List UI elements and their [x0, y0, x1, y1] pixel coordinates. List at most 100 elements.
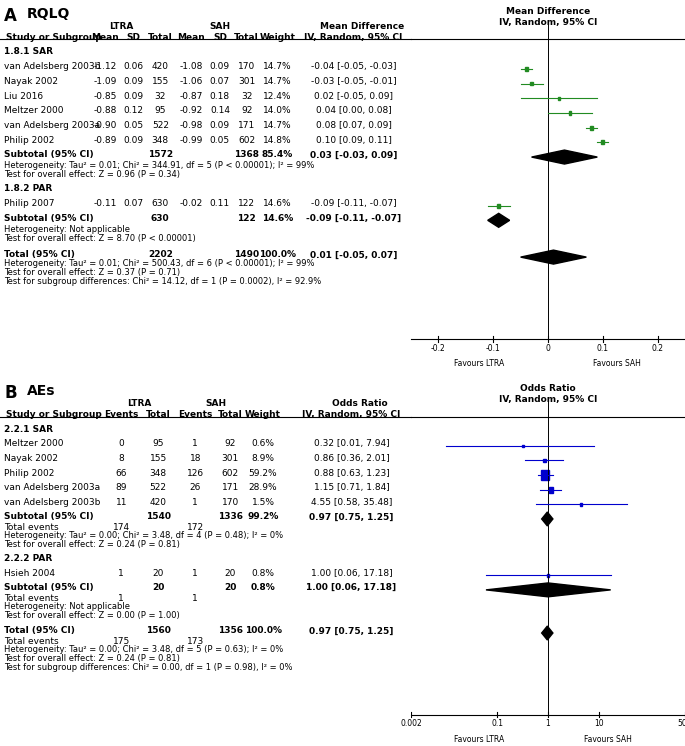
Text: 95: 95	[155, 107, 166, 116]
Bar	[541, 470, 549, 480]
Bar	[601, 140, 604, 144]
Text: 0.09: 0.09	[123, 136, 144, 145]
Text: SD: SD	[127, 33, 140, 42]
Text: 301: 301	[238, 77, 256, 86]
Text: van Adelsberg 2003a: van Adelsberg 2003a	[4, 483, 100, 492]
Text: 0.09: 0.09	[123, 77, 144, 86]
Text: Total events: Total events	[4, 636, 59, 646]
Text: Heterogeneity: Tau² = 0.00; Chi² = 3.48, df = 5 (P = 0.63); I² = 0%: Heterogeneity: Tau² = 0.00; Chi² = 3.48,…	[4, 645, 284, 654]
Text: 155: 155	[151, 77, 169, 86]
Polygon shape	[486, 583, 611, 597]
Text: 602: 602	[238, 136, 255, 145]
Text: -0.89: -0.89	[93, 136, 116, 145]
Text: -0.03 [-0.05, -0.01]: -0.03 [-0.05, -0.01]	[310, 77, 396, 86]
Text: Philip 2007: Philip 2007	[4, 199, 55, 208]
Text: Total: Total	[234, 33, 259, 42]
Text: 522: 522	[150, 483, 166, 492]
Text: van Adelsberg 2003b: van Adelsberg 2003b	[4, 498, 101, 507]
Text: Test for overall effect: Z = 0.24 (P = 0.81): Test for overall effect: Z = 0.24 (P = 0…	[4, 540, 180, 549]
Text: Total (95% CI): Total (95% CI)	[4, 627, 75, 636]
Text: -1.12: -1.12	[93, 62, 116, 71]
Text: 1540: 1540	[146, 513, 171, 521]
Text: Heterogeneity: Tau² = 0.00; Chi² = 3.48, df = 4 (P = 0.48); I² = 0%: Heterogeneity: Tau² = 0.00; Chi² = 3.48,…	[4, 531, 283, 540]
Text: 172: 172	[186, 523, 204, 532]
Text: Total events: Total events	[4, 523, 59, 532]
Text: 0.11: 0.11	[210, 199, 230, 208]
Text: 0.09: 0.09	[123, 92, 144, 101]
Text: 1.5%: 1.5%	[251, 498, 275, 507]
Bar	[547, 574, 549, 577]
Text: 0.88 [0.63, 1.23]: 0.88 [0.63, 1.23]	[314, 468, 389, 477]
Text: A: A	[4, 7, 17, 25]
Text: 155: 155	[149, 454, 167, 463]
Text: 1: 1	[192, 498, 198, 507]
Text: LTRA: LTRA	[109, 22, 134, 31]
Text: 1490: 1490	[234, 251, 259, 260]
Text: 1572: 1572	[148, 151, 173, 160]
Text: IV, Random, 95% CI: IV, Random, 95% CI	[304, 33, 403, 42]
Text: 0.01 [-0.05, 0.07]: 0.01 [-0.05, 0.07]	[310, 251, 397, 260]
Text: 348: 348	[149, 468, 167, 477]
Bar	[549, 486, 553, 493]
Text: Liu 2016: Liu 2016	[4, 92, 43, 101]
Text: 1.8.2 PAR: 1.8.2 PAR	[4, 184, 52, 193]
Text: -0.02: -0.02	[179, 199, 203, 208]
Text: -0.04 [-0.05, -0.03]: -0.04 [-0.05, -0.03]	[311, 62, 396, 71]
Text: van Adelsberg 2003b: van Adelsberg 2003b	[4, 62, 101, 71]
Text: 1: 1	[192, 568, 198, 577]
Text: -1.08: -1.08	[179, 62, 203, 71]
Text: 630: 630	[151, 213, 170, 223]
Text: Subtotal (95% CI): Subtotal (95% CI)	[4, 151, 94, 160]
Text: 32: 32	[241, 92, 252, 101]
Text: Mean: Mean	[177, 33, 205, 42]
Text: 0.97 [0.75, 1.25]: 0.97 [0.75, 1.25]	[309, 513, 394, 521]
Text: 0.12: 0.12	[123, 107, 144, 116]
Bar	[543, 459, 546, 463]
Text: SAH: SAH	[206, 399, 226, 408]
Text: 126: 126	[186, 468, 204, 477]
Text: Meltzer 2000: Meltzer 2000	[4, 439, 64, 448]
Text: SAH: SAH	[210, 22, 230, 31]
Text: 92: 92	[225, 439, 236, 448]
Polygon shape	[542, 512, 553, 526]
Text: 20: 20	[152, 583, 164, 592]
Text: Total events: Total events	[4, 594, 59, 603]
Text: 11: 11	[116, 498, 127, 507]
Text: RQLQ: RQLQ	[27, 7, 70, 21]
Text: 1560: 1560	[146, 627, 171, 636]
Text: 0.86 [0.36, 2.01]: 0.86 [0.36, 2.01]	[314, 454, 389, 463]
Bar	[525, 67, 527, 71]
Text: 92: 92	[241, 107, 252, 116]
Text: 0.6%: 0.6%	[251, 439, 275, 448]
Text: 1: 1	[546, 719, 550, 728]
Text: 0.97 [0.75, 1.25]: 0.97 [0.75, 1.25]	[309, 627, 394, 636]
Text: 0.09: 0.09	[210, 62, 230, 71]
Text: Total: Total	[146, 410, 171, 419]
Text: 2202: 2202	[148, 251, 173, 260]
Text: 0.04 [0.00, 0.08]: 0.04 [0.00, 0.08]	[316, 107, 391, 116]
Text: -0.1: -0.1	[486, 343, 501, 353]
Text: 0.08 [0.07, 0.09]: 0.08 [0.07, 0.09]	[316, 121, 391, 130]
Text: IV, Random, 95% CI: IV, Random, 95% CI	[302, 410, 401, 419]
Text: 1.00 [0.06, 17.18]: 1.00 [0.06, 17.18]	[306, 583, 397, 592]
Text: 1.8.1 SAR: 1.8.1 SAR	[4, 48, 53, 57]
Text: AEs: AEs	[27, 384, 55, 398]
Text: 174: 174	[112, 523, 130, 532]
Text: Mean Difference: Mean Difference	[320, 22, 403, 31]
Text: 122: 122	[237, 213, 256, 223]
Text: Test for overall effect: Z = 0.24 (P = 0.81): Test for overall effect: Z = 0.24 (P = 0…	[4, 654, 180, 663]
Bar	[497, 204, 500, 207]
Text: van Adelsberg 2003a: van Adelsberg 2003a	[4, 121, 100, 130]
Text: Events: Events	[178, 410, 212, 419]
Text: 2.2.2 PAR: 2.2.2 PAR	[4, 554, 52, 563]
Text: Heterogeneity: Tau² = 0.01; Chi² = 500.43, df = 6 (P < 0.00001); I² = 99%: Heterogeneity: Tau² = 0.01; Chi² = 500.4…	[4, 260, 314, 269]
Text: Study or Subgroup: Study or Subgroup	[5, 33, 101, 42]
Polygon shape	[532, 150, 597, 164]
Text: 18: 18	[190, 454, 201, 463]
Text: Meltzer 2000: Meltzer 2000	[4, 107, 64, 116]
Text: 0.05: 0.05	[210, 136, 230, 145]
Text: Odds Ratio: Odds Ratio	[520, 384, 576, 393]
Text: 171: 171	[238, 121, 256, 130]
Text: Nayak 2002: Nayak 2002	[4, 77, 58, 86]
Text: 8: 8	[119, 454, 124, 463]
